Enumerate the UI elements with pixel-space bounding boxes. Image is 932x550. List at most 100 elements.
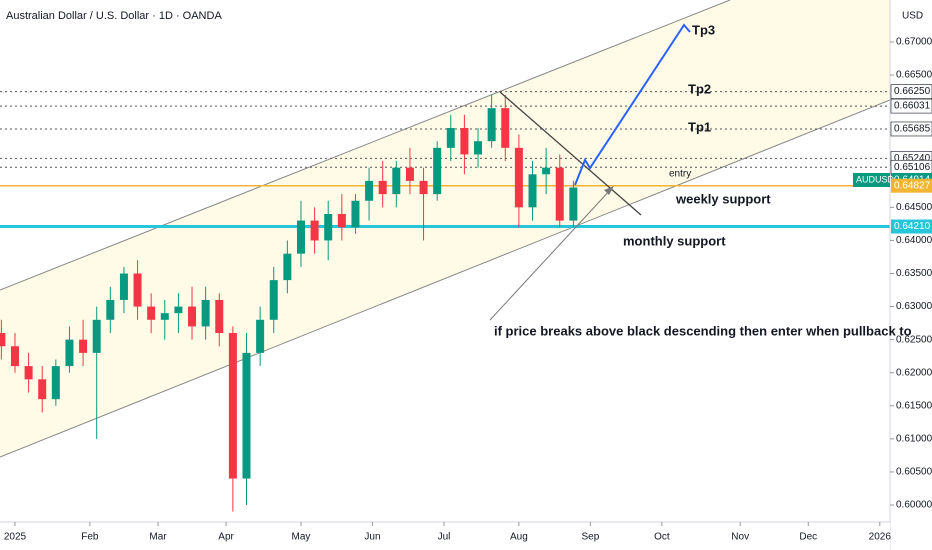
candle-body [283,253,292,281]
time-axis-bg [0,522,890,550]
candle-body [51,366,60,400]
level-tag-label: 0.65240 [894,153,931,164]
candle-body [242,352,251,479]
y-tick-label: 0.63000 [896,301,932,312]
y-tick-label: 0.66500 [896,70,932,81]
candle-body [310,220,319,241]
annotation: if price breaks above black descending t… [494,323,912,338]
y-tick-label: 0.61500 [896,400,932,411]
pointer-arrow [489,187,613,321]
candle-body [433,147,442,195]
symbol-tag [853,172,890,187]
descending-line [499,91,642,216]
level-tag [891,178,932,193]
channel-upper [0,0,731,291]
level-tag [890,98,932,114]
annotation: entry [669,169,691,180]
y-tick-label: 0.62000 [896,367,932,378]
candle-body [405,167,414,181]
y-tick-label: 0.61000 [896,433,932,444]
candle-body [365,180,374,201]
y-tick-label: 0.67000 [896,37,932,48]
x-tick-label: 2025 [4,532,27,543]
candle-body [269,280,278,320]
channel-fill [0,0,890,457]
candle-body [542,167,551,175]
x-tick-label: Sep [581,532,599,543]
annotation: monthly support [623,233,726,248]
annotation: Tp3 [692,22,715,37]
x-tick-label: Apr [218,532,234,543]
x-tick-label: Jul [438,532,451,543]
candle-body [378,180,387,195]
y-tick-label: 0.60000 [896,500,932,511]
candle-body [324,213,333,241]
annotation: Tp1 [688,119,711,134]
symbol-tag-label: AUDUSD [856,174,895,184]
level-tag-label: 0.65685 [894,124,931,135]
y-tick-label: 0.64500 [896,202,932,213]
candle-body [528,174,537,208]
candle-body [228,333,237,479]
y-tick-label: 0.60500 [896,467,932,478]
candle-body [487,108,496,142]
x-tick-label: Oct [654,532,670,543]
candle-body [0,333,6,347]
candle-body [24,366,33,380]
y-tick-label: 0.63500 [896,268,932,279]
x-tick-label: 2026 [869,532,892,543]
projection-path [574,23,691,186]
x-tick-label: Dec [799,532,817,543]
candle-body [215,299,224,334]
candle-body [133,273,142,307]
candle-body [92,319,101,353]
x-tick-label: Mar [149,532,167,543]
chart-title: Australian Dollar / U.S. Dollar · 1D · O… [6,10,222,22]
x-tick-label: Feb [81,532,99,543]
x-tick-label: Aug [510,532,528,543]
candle-body [10,346,19,367]
candles [0,94,578,512]
candle-body [514,147,523,208]
y-tick-label: 0.64000 [896,235,932,246]
candle-body [392,167,401,195]
currency-label: USD [902,11,923,22]
candle-body [119,273,128,300]
x-tick-label: Jun [364,532,380,543]
candle-body [201,299,210,327]
candle-body [147,306,156,320]
candle-body [38,379,47,400]
level-tag-label: 0.66031 [894,101,931,112]
candle-body [160,313,169,320]
annotation: weekly support [675,191,771,206]
x-tick-label: May [292,532,311,543]
levels [0,91,890,229]
x-tick-label: Nov [731,532,749,543]
level-tag [890,121,932,137]
candle-body [65,339,74,367]
channel-lower [0,99,891,458]
candle-body [419,180,428,195]
candle-body [188,306,197,327]
candle-body [460,127,469,155]
candle-body [555,167,564,221]
y-tick-label: 0.62500 [896,334,932,345]
pointer-arrow-head [604,186,614,195]
candle-body [337,213,346,228]
level-tag-label: 0.65106 [894,162,931,173]
candle-body [474,141,483,155]
level-tag [890,84,932,99]
candle-body [296,220,305,254]
candle-body [174,306,183,314]
level-tag-label: 0.64827 [894,180,931,191]
candle-body [446,127,455,148]
candle-body [79,339,88,353]
level-tag-label: 0.66250 [894,86,931,97]
candle-body [501,108,510,148]
candle-body [351,200,360,228]
candle-body [569,187,578,221]
annotation: Tp2 [688,81,711,96]
candle-body [106,299,115,320]
